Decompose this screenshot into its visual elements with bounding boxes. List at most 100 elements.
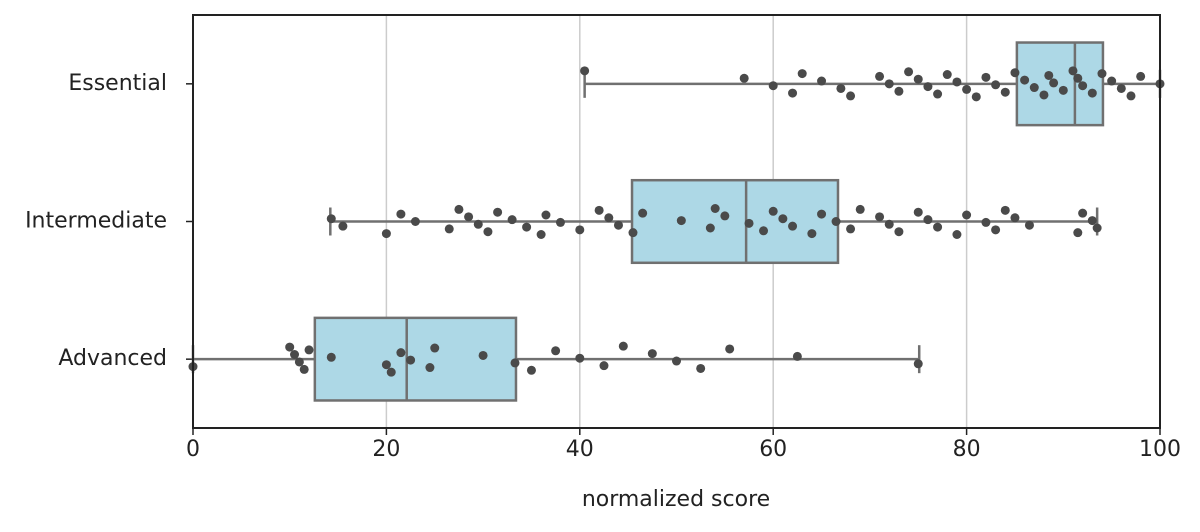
point bbox=[1078, 81, 1088, 91]
box bbox=[1015, 41, 1105, 127]
point bbox=[913, 359, 923, 369]
point bbox=[933, 89, 943, 99]
point bbox=[720, 211, 730, 221]
point bbox=[710, 204, 720, 213]
point bbox=[846, 224, 856, 234]
point bbox=[831, 217, 841, 226]
plot-frame bbox=[192, 14, 1161, 429]
point bbox=[555, 217, 565, 227]
point bbox=[473, 219, 483, 229]
x-tick-label: 60 bbox=[759, 437, 787, 462]
point bbox=[396, 209, 406, 219]
point bbox=[797, 69, 807, 79]
point bbox=[768, 81, 778, 91]
point bbox=[817, 209, 827, 219]
point bbox=[778, 214, 788, 224]
point bbox=[1078, 208, 1088, 218]
point bbox=[952, 77, 962, 87]
point bbox=[1087, 216, 1097, 226]
point bbox=[875, 212, 885, 222]
point bbox=[1073, 228, 1083, 238]
point bbox=[768, 206, 778, 216]
point bbox=[696, 363, 706, 373]
box bbox=[313, 316, 518, 402]
point bbox=[1010, 68, 1020, 78]
point bbox=[1024, 220, 1034, 230]
point bbox=[923, 215, 933, 225]
point bbox=[904, 67, 914, 77]
point bbox=[638, 208, 648, 218]
point bbox=[575, 353, 585, 363]
point bbox=[478, 350, 488, 360]
point bbox=[299, 364, 309, 374]
point bbox=[1087, 88, 1097, 98]
x-tick-label: 40 bbox=[566, 437, 594, 462]
point bbox=[788, 221, 798, 231]
point bbox=[294, 357, 304, 367]
point bbox=[493, 207, 503, 217]
point bbox=[551, 346, 561, 356]
point bbox=[483, 227, 493, 237]
point bbox=[594, 205, 604, 215]
point bbox=[894, 227, 904, 237]
point bbox=[1126, 91, 1136, 101]
point bbox=[672, 356, 681, 366]
point bbox=[1092, 223, 1102, 233]
box bbox=[630, 178, 840, 265]
point bbox=[807, 229, 817, 239]
point bbox=[739, 73, 749, 83]
y-tick-label: Advanced bbox=[58, 346, 167, 371]
point bbox=[285, 342, 295, 352]
point bbox=[1107, 76, 1117, 86]
point bbox=[580, 66, 590, 76]
point bbox=[952, 230, 962, 239]
x-axis-label: normalized score bbox=[582, 487, 770, 512]
point bbox=[884, 79, 894, 89]
point bbox=[846, 91, 856, 101]
point bbox=[338, 221, 348, 231]
point bbox=[1097, 69, 1107, 79]
point bbox=[1049, 78, 1059, 88]
point bbox=[425, 363, 435, 373]
point bbox=[290, 350, 300, 360]
point bbox=[454, 204, 464, 214]
point bbox=[894, 86, 904, 96]
point bbox=[1039, 90, 1049, 100]
point bbox=[326, 214, 336, 224]
point bbox=[1000, 205, 1010, 215]
point bbox=[381, 229, 391, 239]
point bbox=[406, 355, 416, 365]
point bbox=[1020, 75, 1030, 85]
point bbox=[522, 222, 532, 232]
point bbox=[1058, 85, 1068, 95]
point bbox=[981, 217, 991, 227]
x-tick-label: 80 bbox=[953, 437, 981, 462]
point bbox=[464, 212, 474, 222]
point bbox=[725, 344, 735, 354]
point bbox=[705, 223, 715, 233]
point bbox=[788, 88, 798, 98]
x-tick-label: 20 bbox=[372, 437, 400, 462]
point bbox=[933, 222, 943, 232]
point bbox=[991, 80, 1001, 90]
point bbox=[884, 219, 894, 229]
point bbox=[541, 210, 551, 220]
point bbox=[444, 224, 454, 234]
point bbox=[1010, 213, 1020, 223]
point bbox=[942, 70, 952, 80]
point bbox=[817, 76, 827, 86]
x-tick-label: 0 bbox=[186, 437, 200, 462]
point bbox=[981, 72, 991, 82]
point bbox=[1029, 83, 1039, 93]
point bbox=[526, 365, 536, 375]
point bbox=[386, 367, 396, 377]
point bbox=[410, 217, 420, 226]
point bbox=[792, 351, 802, 361]
point bbox=[1068, 66, 1078, 76]
point bbox=[913, 74, 923, 84]
point bbox=[1116, 83, 1126, 93]
point bbox=[759, 226, 769, 236]
point bbox=[1073, 73, 1083, 83]
point bbox=[647, 349, 657, 359]
